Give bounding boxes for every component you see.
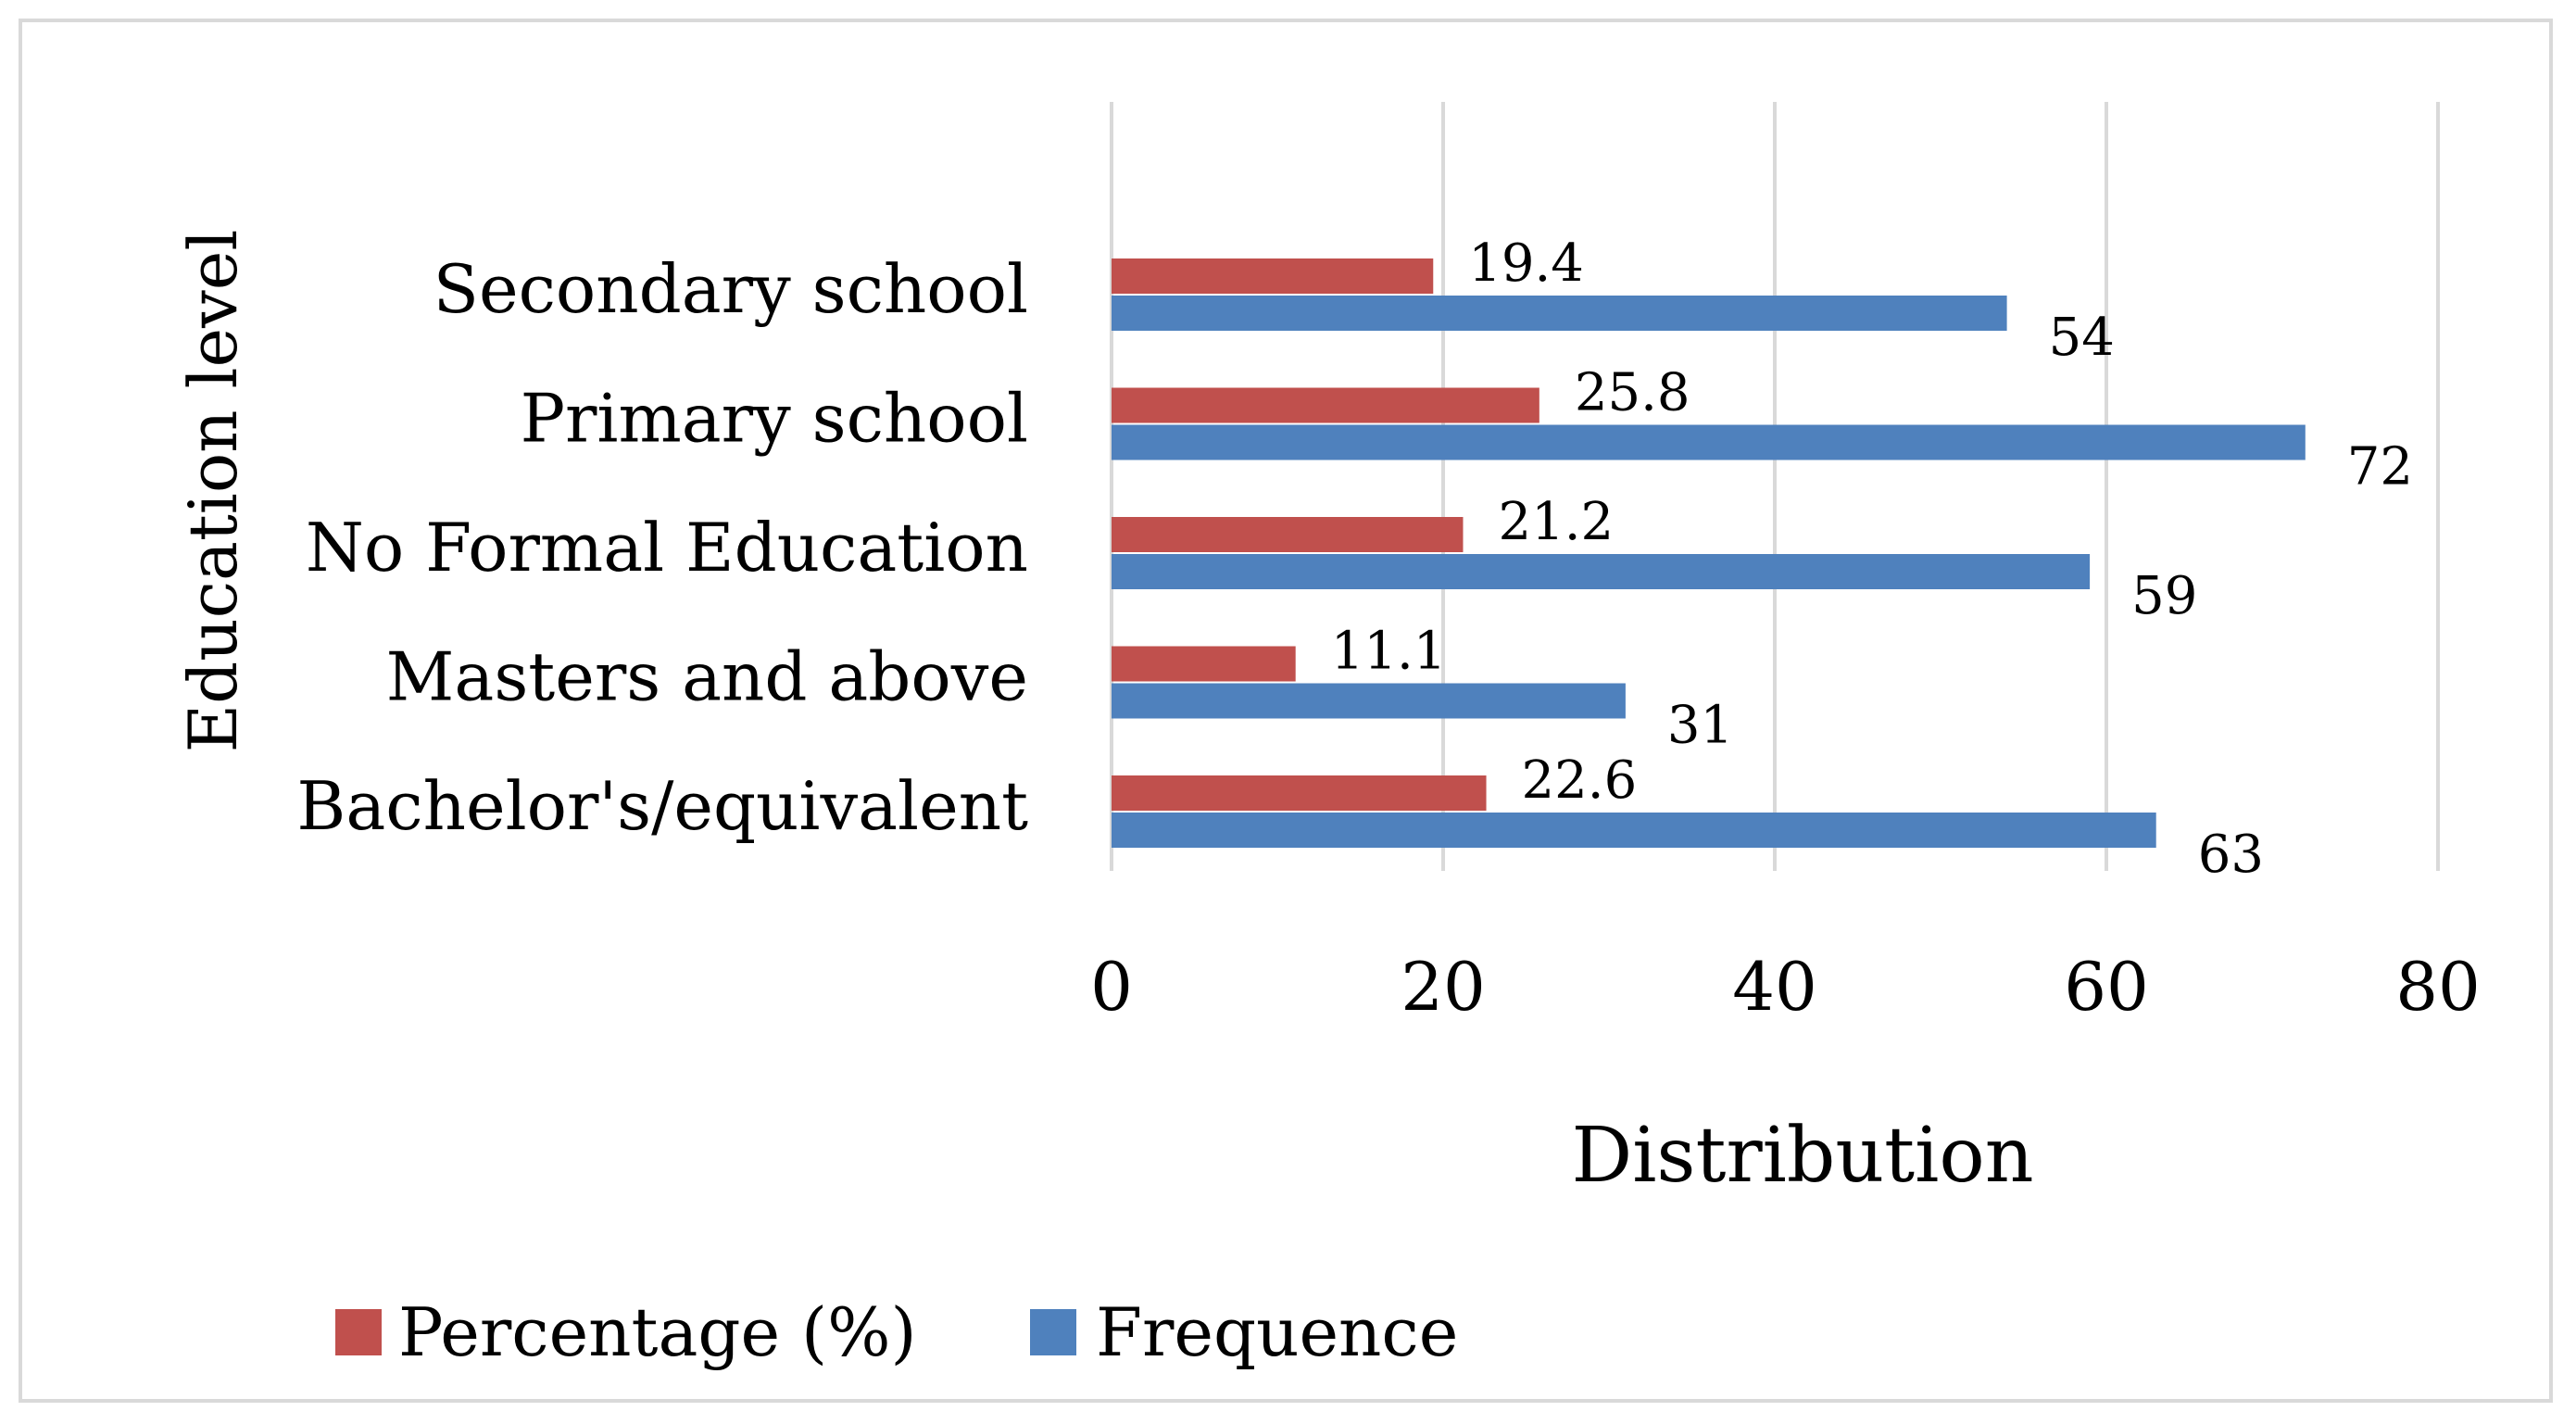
data-label: 54 xyxy=(2049,308,2115,368)
data-label: 25.8 xyxy=(1575,363,1690,423)
data-label: 72 xyxy=(2347,437,2413,498)
category-labels: Secondary school Primary school No Formal … xyxy=(296,250,1028,845)
x-tick-label-80: 80 xyxy=(2395,948,2481,1026)
y-axis-label: Education level xyxy=(174,230,252,753)
x-tick-label-40: 40 xyxy=(1732,948,1817,1026)
category-label: Primary school xyxy=(521,380,1028,458)
legend-swatch-frequence xyxy=(1030,1309,1076,1355)
bar-frequence xyxy=(1112,813,2156,848)
legend-label: Percentage (%) xyxy=(398,1293,917,1371)
bar-frequence xyxy=(1112,424,2306,460)
bar-frequence xyxy=(1112,296,2007,331)
category-label: Secondary school xyxy=(434,250,1028,328)
bars: 19.4 54 25.8 72 21.2 59 11.1 31 22.6 63 xyxy=(1112,233,2413,885)
bar-percentage xyxy=(1112,646,1296,682)
legend: Percentage (%) Frequence xyxy=(335,1293,1458,1371)
bar-frequence xyxy=(1112,683,1626,719)
bar-frequence xyxy=(1112,554,2091,589)
data-label: 31 xyxy=(1667,696,1733,756)
chart-frame xyxy=(19,19,2553,1403)
data-label: 11.1 xyxy=(1331,622,1447,682)
x-tick-labels: 0 20 40 60 80 xyxy=(1090,948,2481,1026)
x-axis-label: Distribution xyxy=(1571,1112,2033,1200)
data-label: 19.4 xyxy=(1468,233,1584,294)
x-tick-label-60: 60 xyxy=(2064,948,2149,1026)
category-label: Masters and above xyxy=(386,638,1028,716)
data-label: 21.2 xyxy=(1498,492,1614,552)
data-label: 22.6 xyxy=(1522,750,1638,811)
x-tick-label-20: 20 xyxy=(1401,948,1486,1026)
legend-label: Frequence xyxy=(1096,1293,1458,1371)
bar-percentage xyxy=(1112,258,1434,294)
x-tick-label-0: 0 xyxy=(1090,948,1133,1026)
gridlines xyxy=(1110,102,2440,871)
legend-swatch-percentage xyxy=(335,1309,382,1355)
bar-percentage xyxy=(1112,387,1539,423)
data-label: 63 xyxy=(2198,825,2264,885)
bar-percentage xyxy=(1112,775,1487,811)
bar-percentage xyxy=(1112,517,1464,552)
category-label: No Formal Education xyxy=(306,509,1028,586)
data-label: 59 xyxy=(2131,566,2197,626)
category-label: Bachelor's/equivalent xyxy=(296,767,1028,845)
